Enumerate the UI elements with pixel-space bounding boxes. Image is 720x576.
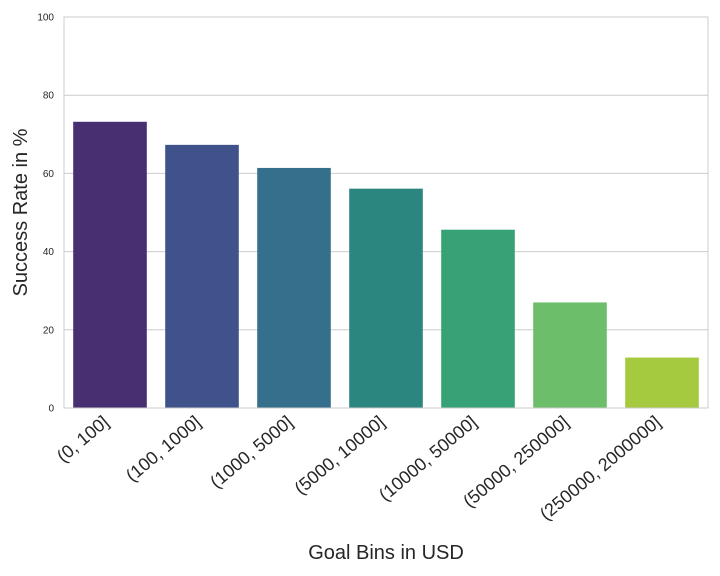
- y-tick-label-80: 80: [43, 91, 55, 102]
- y-tick-label-40: 40: [43, 247, 55, 258]
- x-tick-label-4: (5000, 10000]: [291, 412, 389, 499]
- bar-7: [625, 357, 699, 408]
- bar-1: [73, 121, 147, 409]
- y-tick-labels: 0 20 40 60 80 100: [37, 13, 54, 415]
- y-axis-label: Success Rate in %: [10, 128, 32, 296]
- y-tick-label-60: 60: [43, 169, 55, 180]
- x-tick-label-2: (100, 1000]: [122, 412, 205, 486]
- bar-2: [165, 144, 239, 408]
- x-tick-label-3: (1000, 5000]: [206, 412, 296, 492]
- bars: [73, 121, 699, 409]
- y-tick-label-0: 0: [48, 404, 54, 415]
- bar-3: [257, 167, 331, 408]
- plot-frame: [63, 16, 709, 409]
- y-tick-label-100: 100: [37, 13, 54, 24]
- bar-6: [533, 302, 607, 408]
- x-axis-label: Goal Bins in USD: [308, 542, 464, 564]
- bar-5: [441, 229, 515, 408]
- y-tick-label-20: 20: [43, 325, 55, 336]
- x-tick-label-1: (0, 100]: [53, 412, 113, 467]
- x-tick-labels: (0, 100] (100, 1000] (1000, 5000](5000, 10…: [53, 412, 665, 524]
- bar-4: [349, 188, 423, 408]
